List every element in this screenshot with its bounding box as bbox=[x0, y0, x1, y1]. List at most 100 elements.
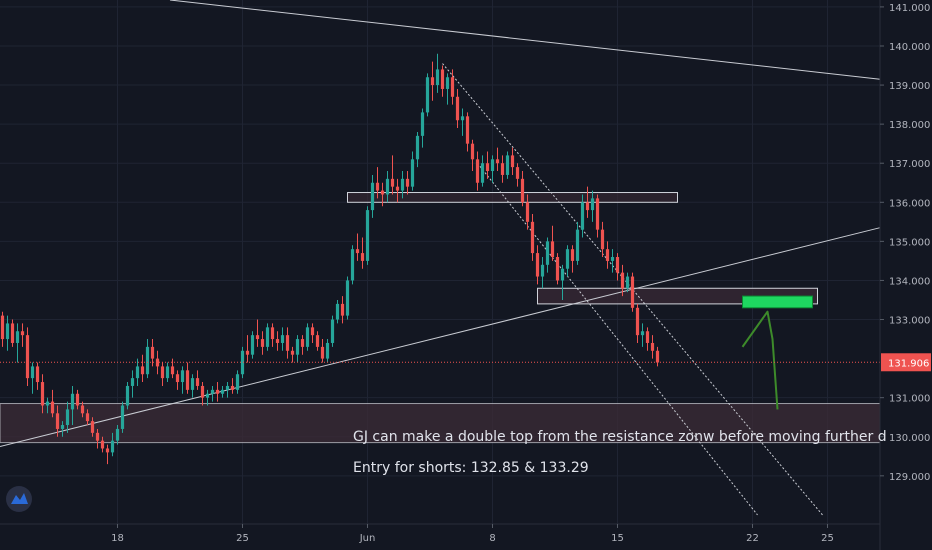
candle-body[interactable] bbox=[50, 401, 55, 414]
candle[interactable] bbox=[305, 323, 310, 351]
candle[interactable] bbox=[580, 194, 585, 238]
candle[interactable] bbox=[560, 264, 565, 300]
candle[interactable] bbox=[605, 241, 610, 269]
candle-body[interactable] bbox=[365, 210, 370, 261]
candle-body[interactable] bbox=[320, 346, 325, 359]
candle-body[interactable] bbox=[225, 385, 230, 390]
candle-body[interactable] bbox=[395, 186, 400, 191]
candle[interactable] bbox=[350, 245, 355, 285]
candle-body[interactable] bbox=[645, 331, 650, 343]
candle[interactable] bbox=[615, 253, 620, 281]
candle[interactable] bbox=[275, 331, 280, 351]
candle[interactable] bbox=[570, 245, 575, 273]
candle-body[interactable] bbox=[570, 249, 575, 261]
candle-body[interactable] bbox=[340, 303, 345, 316]
candle[interactable] bbox=[25, 327, 30, 386]
candle-body[interactable] bbox=[565, 249, 570, 269]
candle-body[interactable] bbox=[80, 405, 85, 414]
candle[interactable] bbox=[470, 139, 475, 172]
candle[interactable] bbox=[155, 350, 160, 375]
candle-body[interactable] bbox=[390, 178, 395, 187]
candle-body[interactable] bbox=[255, 335, 260, 340]
candle-body[interactable] bbox=[605, 249, 610, 261]
candle-body[interactable] bbox=[130, 378, 135, 386]
candle[interactable] bbox=[395, 178, 400, 203]
candle[interactable] bbox=[340, 296, 345, 324]
candle-body[interactable] bbox=[375, 182, 380, 191]
candle[interactable] bbox=[270, 323, 275, 347]
candle[interactable] bbox=[335, 299, 340, 324]
candle[interactable] bbox=[35, 362, 40, 390]
candle-body[interactable] bbox=[235, 374, 240, 390]
candle[interactable] bbox=[360, 237, 365, 269]
candle-body[interactable] bbox=[580, 202, 585, 230]
candle-body[interactable] bbox=[500, 163, 505, 175]
candle[interactable] bbox=[60, 421, 65, 437]
candle[interactable] bbox=[380, 182, 385, 207]
candle[interactable] bbox=[550, 225, 555, 261]
candle-body[interactable] bbox=[590, 198, 595, 211]
candle[interactable] bbox=[115, 425, 120, 445]
candle[interactable] bbox=[240, 346, 245, 379]
candle[interactable] bbox=[465, 112, 470, 152]
candle[interactable] bbox=[545, 237, 550, 273]
candle-body[interactable] bbox=[405, 178, 410, 187]
candle-body[interactable] bbox=[105, 448, 110, 453]
candle[interactable] bbox=[135, 358, 140, 386]
candle[interactable] bbox=[220, 385, 225, 398]
candle-body[interactable] bbox=[315, 335, 320, 347]
candle-body[interactable] bbox=[220, 389, 225, 394]
candle[interactable] bbox=[5, 315, 10, 351]
candle[interactable] bbox=[655, 346, 660, 367]
candle-body[interactable] bbox=[170, 366, 175, 375]
candle[interactable] bbox=[390, 155, 395, 195]
candle[interactable] bbox=[80, 401, 85, 418]
candle[interactable] bbox=[555, 253, 560, 285]
candle-body[interactable] bbox=[540, 264, 545, 277]
candle[interactable] bbox=[120, 401, 125, 433]
candle-body[interactable] bbox=[215, 389, 220, 394]
candle[interactable] bbox=[295, 335, 300, 363]
candle[interactable] bbox=[565, 245, 570, 277]
candle-body[interactable] bbox=[530, 221, 535, 254]
candle[interactable] bbox=[210, 385, 215, 402]
candle-body[interactable] bbox=[440, 69, 445, 89]
candle-body[interactable] bbox=[370, 182, 375, 211]
candle[interactable] bbox=[635, 303, 640, 343]
candle-body[interactable] bbox=[435, 69, 440, 86]
candle-body[interactable] bbox=[285, 335, 290, 351]
candle-body[interactable] bbox=[380, 190, 385, 195]
candle[interactable] bbox=[640, 323, 645, 347]
candle-body[interactable] bbox=[615, 257, 620, 273]
candle[interactable] bbox=[90, 417, 95, 437]
candle[interactable] bbox=[510, 147, 515, 175]
candle-body[interactable] bbox=[465, 116, 470, 144]
candle[interactable] bbox=[50, 389, 55, 418]
candle-body[interactable] bbox=[450, 77, 455, 97]
candle-body[interactable] bbox=[335, 303, 340, 320]
candles[interactable] bbox=[0, 53, 660, 465]
candle-body[interactable] bbox=[305, 327, 310, 347]
candle[interactable] bbox=[65, 401, 70, 433]
candle-body[interactable] bbox=[360, 253, 365, 261]
candle-body[interactable] bbox=[180, 370, 185, 383]
candle[interactable] bbox=[585, 186, 590, 218]
candle[interactable] bbox=[515, 163, 520, 187]
candle[interactable] bbox=[185, 362, 190, 394]
candle-body[interactable] bbox=[195, 378, 200, 386]
candle[interactable] bbox=[180, 366, 185, 394]
candle-body[interactable] bbox=[60, 425, 65, 429]
candle[interactable] bbox=[480, 155, 485, 187]
candle[interactable] bbox=[20, 323, 25, 347]
candle[interactable] bbox=[650, 335, 655, 359]
candle-body[interactable] bbox=[650, 342, 655, 351]
candle[interactable] bbox=[250, 331, 255, 359]
candle[interactable] bbox=[400, 171, 405, 199]
candle[interactable] bbox=[310, 323, 315, 343]
candle[interactable] bbox=[415, 131, 420, 168]
candle[interactable] bbox=[575, 221, 580, 265]
candle[interactable] bbox=[300, 335, 305, 355]
candle[interactable] bbox=[520, 171, 525, 207]
candle[interactable] bbox=[445, 73, 450, 105]
candle-body[interactable] bbox=[90, 421, 95, 433]
